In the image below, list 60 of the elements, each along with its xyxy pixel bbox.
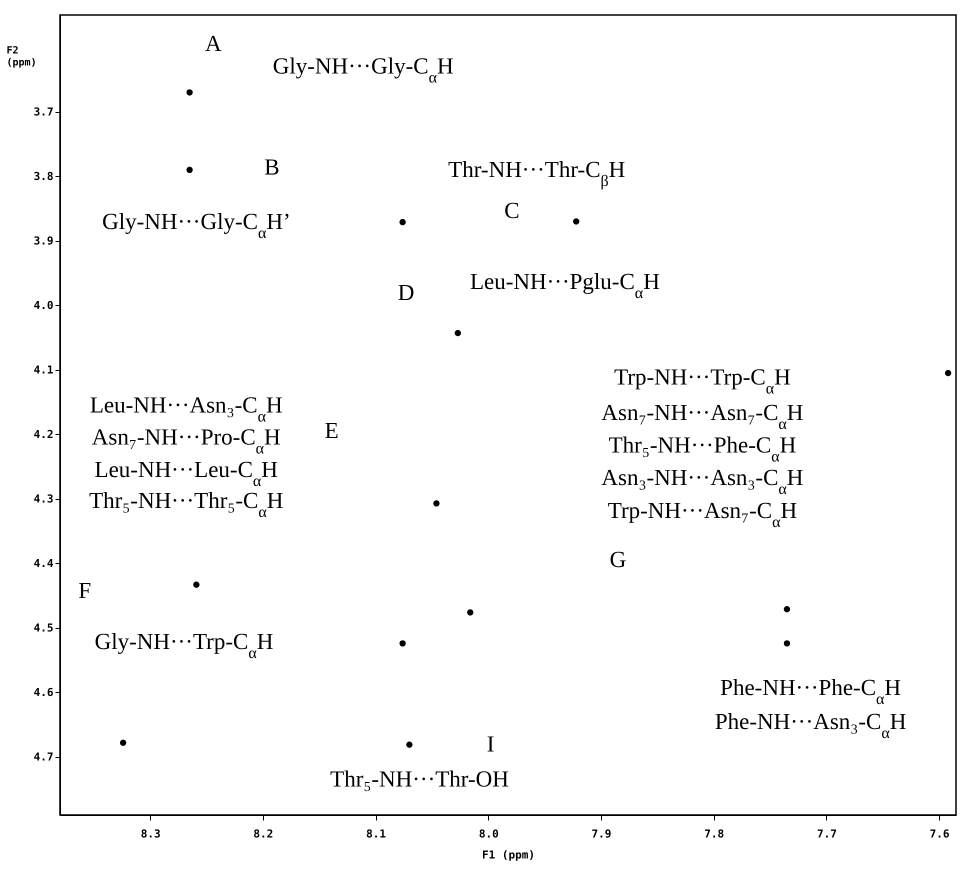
annotation: Phe-NH···Phe-C$_{α}$H xyxy=(720,674,902,708)
annotation: E xyxy=(324,418,339,444)
point xyxy=(573,218,580,225)
y-tick-label: 4.3 xyxy=(34,492,54,506)
annotation: B xyxy=(264,154,280,180)
y-tick-label: 4.2 xyxy=(34,428,54,441)
annotation: Gly-NH···Gly-C$_{α}$H xyxy=(272,54,454,86)
y-tick-label: 4.7 xyxy=(34,750,54,764)
annotation: C xyxy=(504,198,520,224)
y-tick-label: 3.9 xyxy=(34,234,54,248)
point xyxy=(467,609,474,616)
x-tick-label: 7.7 xyxy=(816,828,837,840)
point xyxy=(120,740,126,746)
annotation: Trp-NH···Asn₇-C$_{α}$H xyxy=(608,498,798,531)
annotation: F xyxy=(78,578,92,604)
y-tick-label: 4.6 xyxy=(34,686,54,699)
point xyxy=(433,500,440,507)
x-axis-title: F1 (ppm) xyxy=(482,848,535,862)
annotation: D xyxy=(398,280,414,306)
annotation: Thr-NH···Thr-C$_{β}$H xyxy=(448,156,626,190)
x-tick-label: 8.0 xyxy=(478,828,499,840)
annotation: Asn₃-NH···Asn₃-C$_{α}$H xyxy=(601,465,804,498)
annotation: Gly-NH···Trp-C$_{α}$H xyxy=(94,629,274,662)
point xyxy=(186,166,193,173)
annotation: A xyxy=(204,31,222,56)
annotation: Leu-NH···Leu-C$_{α}$H xyxy=(94,456,278,490)
annotation: Trp-NH···Trp-C$_{α}$H xyxy=(614,364,791,398)
x-tick-label: 7.6 xyxy=(930,828,950,840)
point xyxy=(454,330,462,336)
x-tick-label: 7.9 xyxy=(592,828,612,840)
y-tick-label: 4.1 xyxy=(34,363,54,376)
annotation: Thr₅-NH···Thr-OH xyxy=(330,766,509,792)
x-tick-label: 8.1 xyxy=(366,828,386,840)
annotation: G xyxy=(610,547,626,572)
annotation: Phe-NH···Asn₃-C$_{α}$H xyxy=(714,709,906,742)
point xyxy=(399,218,406,226)
annotation: Thr₅-NH···Thr₅-C$_{α}$H xyxy=(89,488,284,520)
annotation: Asn₇-NH···Pro-C$_{α}$H xyxy=(92,424,281,458)
x-tick-label: 7.8 xyxy=(704,828,724,840)
annotation: Leu-NH···Pglu-C$_{α}$H xyxy=(470,269,660,302)
y-tick-label: 3.8 xyxy=(34,170,54,183)
annotation: Asn₇-NH···Asn₇-C$_{α}$H xyxy=(601,400,804,433)
point xyxy=(186,89,193,96)
y-tick-label: 4.5 xyxy=(34,621,54,634)
y-tick-label: 4.0 xyxy=(34,298,54,312)
annotation: Gly-NH···Gly-C$_{α}$H’ xyxy=(102,209,291,242)
point xyxy=(944,370,952,376)
annotation: I xyxy=(486,732,494,757)
y-axis-title: F2 (ppm) xyxy=(6,46,37,68)
point xyxy=(399,640,406,647)
point xyxy=(406,742,413,748)
point xyxy=(193,582,200,588)
point xyxy=(784,640,790,647)
annotation: Thr₅-NH···Phe-C$_{α}$H xyxy=(608,432,796,465)
y-tick-label: 3.7 xyxy=(34,105,54,118)
y-tick-label: 4.4 xyxy=(34,556,54,570)
x-tick-label: 8.2 xyxy=(253,828,274,840)
annotation: Leu-NH···Asn₃-C$_{α}$H xyxy=(90,392,283,425)
point xyxy=(784,606,790,612)
x-tick-label: 8.3 xyxy=(140,828,161,840)
